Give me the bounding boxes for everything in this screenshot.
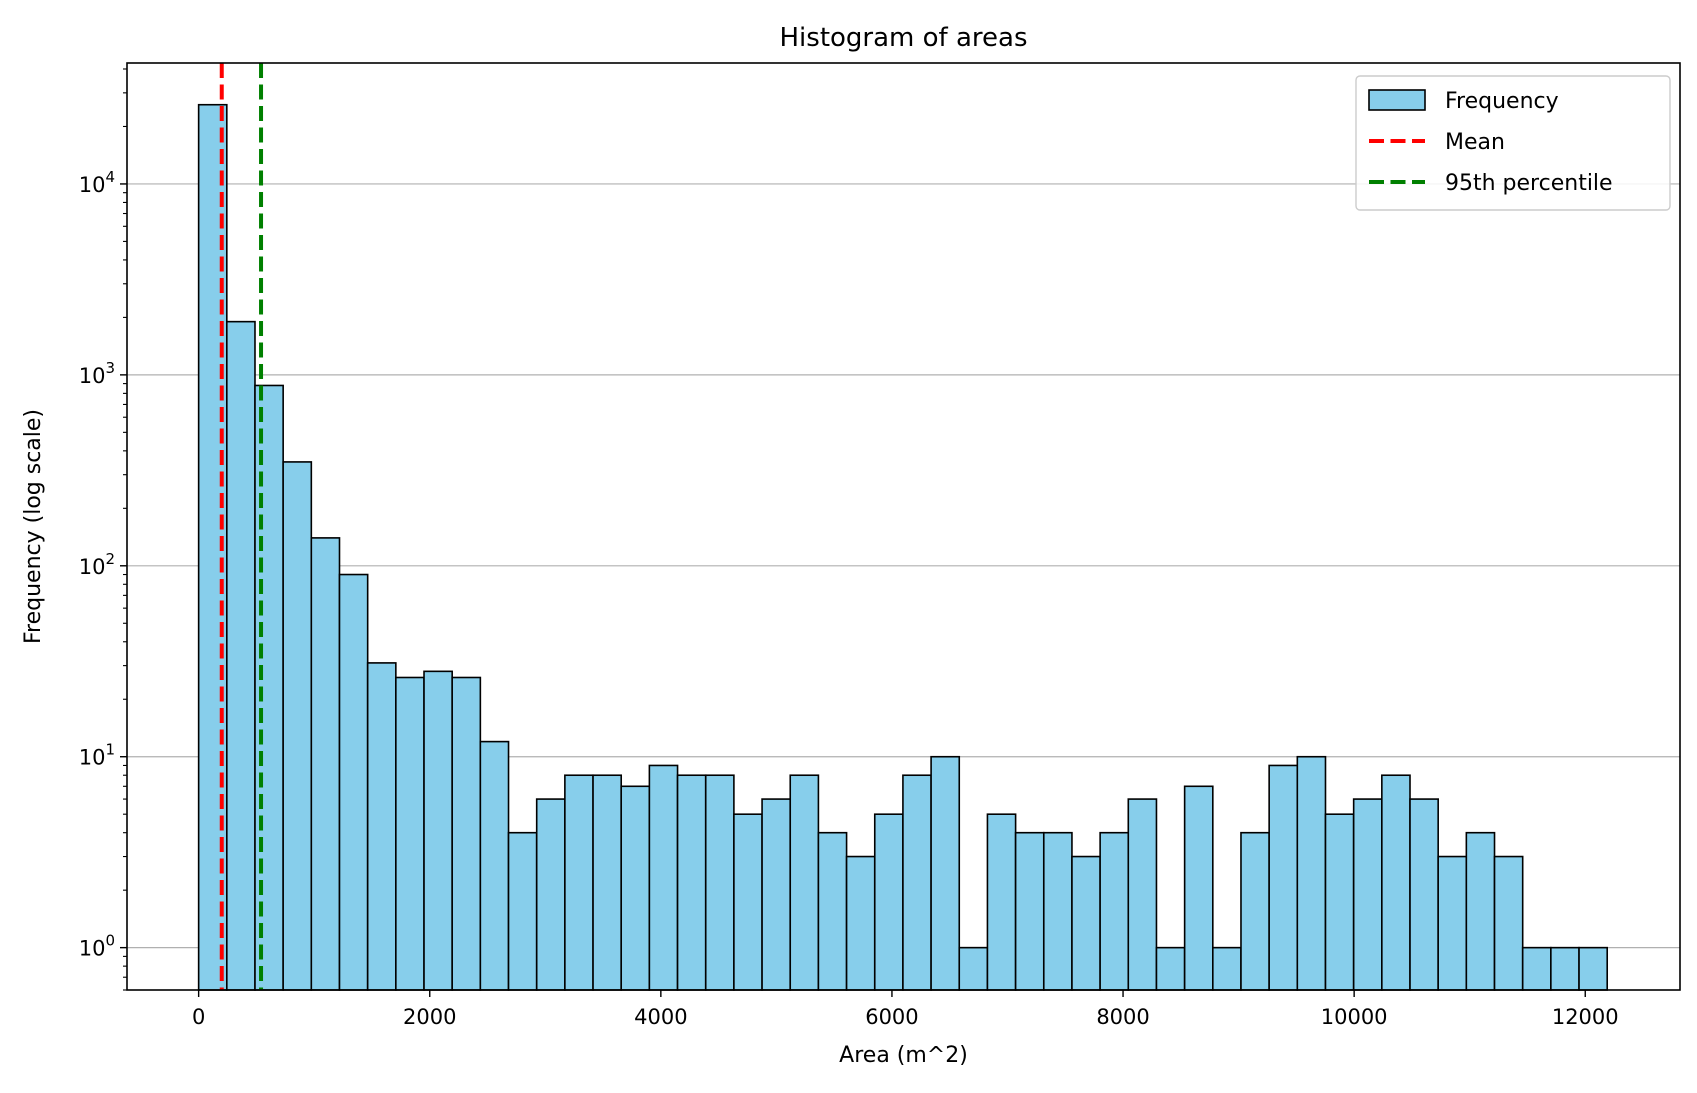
histogram-bar (1550, 946, 1580, 991)
histogram-bar (1268, 764, 1299, 991)
legend-label: Frequency (1445, 89, 1559, 114)
histogram-bar (338, 573, 369, 991)
histogram-bar (1465, 831, 1496, 991)
x-axis-label: Area (m^2) (839, 1043, 968, 1068)
histogram-bar (310, 537, 341, 991)
x-tick-label: 8000 (1096, 1005, 1149, 1029)
histogram-bar (1296, 755, 1327, 991)
histogram-bar (845, 855, 876, 991)
histogram-bar (1099, 831, 1130, 991)
x-tick-label: 4000 (634, 1005, 687, 1029)
histogram-bar (1071, 855, 1101, 991)
histogram-bar (1014, 831, 1045, 991)
histogram-bar (1324, 813, 1355, 991)
y-tick-label: 101 (79, 741, 115, 770)
histogram-bar (1381, 774, 1411, 991)
histogram-bar (479, 740, 510, 991)
plot-area-frame (126, 62, 1681, 991)
histogram-bar (873, 813, 904, 991)
histogram-bar (1127, 798, 1158, 991)
histogram-bar (1240, 831, 1270, 991)
histogram-bar (226, 320, 256, 991)
histogram-bar (592, 774, 623, 991)
histogram-bar (1352, 798, 1383, 991)
histogram-bar (930, 755, 961, 991)
y-axis-label: Frequency (log scale) (21, 409, 46, 644)
histogram-bar (704, 774, 735, 991)
histogram-bar (451, 676, 482, 991)
histogram-bar (1578, 946, 1609, 991)
histogram-bar (733, 813, 763, 991)
legend: Frequency Mean 95th percentile (1355, 75, 1671, 211)
histogram-bar (507, 831, 538, 991)
histogram-bar (1521, 946, 1552, 991)
legend-label: Mean (1445, 130, 1505, 155)
x-tick-label: 12000 (1552, 1005, 1619, 1029)
histogram-bar (535, 798, 566, 991)
histogram-bar (366, 662, 397, 991)
histogram-bar (958, 946, 989, 991)
y-tick-label: 104 (79, 168, 115, 197)
histogram-bar (1212, 946, 1242, 991)
histogram-bar (1155, 946, 1186, 991)
histogram-bar (789, 774, 820, 991)
histogram-bar (395, 676, 425, 991)
y-tick-label: 103 (79, 359, 115, 388)
x-tick-label: 6000 (865, 1005, 918, 1029)
reference-lines (219, 63, 264, 990)
histogram-bar (423, 670, 453, 991)
legend-label: 95th percentile (1445, 171, 1613, 196)
histogram-bar (282, 461, 313, 991)
histogram-bar (902, 774, 932, 991)
histogram-bar (1042, 831, 1073, 991)
histogram-bar (1409, 798, 1439, 991)
histogram-bar (1183, 785, 1214, 991)
histogram-bar (1493, 855, 1524, 991)
y-tick-label: 102 (79, 550, 115, 579)
histogram-bar (817, 831, 848, 991)
x-tick-label: 0 (192, 1005, 205, 1029)
histogram-bar (620, 785, 651, 991)
y-tick-label: 100 (79, 932, 115, 961)
chart-title: Histogram of areas (780, 23, 1028, 53)
legend-swatch-frequency (1368, 89, 1426, 111)
histogram-bar (986, 813, 1017, 991)
histogram-bar (1437, 855, 1468, 991)
histogram-bar (761, 798, 792, 991)
histogram-bar (648, 764, 679, 991)
legend-box (1355, 75, 1671, 211)
x-tick-label: 10000 (1321, 1005, 1388, 1029)
x-axis: 0 2000 4000 6000 8000 10000 12000 (192, 990, 1619, 1029)
x-tick-label: 2000 (403, 1005, 456, 1029)
y-axis: 100 101 102 103 104 (79, 68, 127, 991)
histogram-bar (564, 774, 594, 991)
histogram-bar (676, 774, 707, 991)
